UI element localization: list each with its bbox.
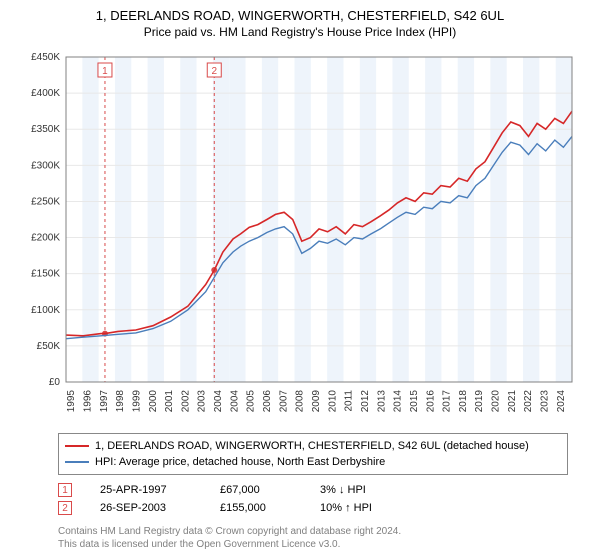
marker-pct-1: 3% ↓ HPI	[320, 484, 440, 496]
svg-text:2007: 2007	[278, 390, 289, 413]
svg-text:2019: 2019	[474, 390, 485, 413]
marker-price-2: £155,000	[220, 502, 320, 514]
svg-text:£0: £0	[49, 377, 61, 388]
marker-box-1: 1	[58, 483, 72, 497]
plot-area: £0 £50K £100K £150K £200K £250K £300K £350K £400…	[20, 47, 580, 427]
legend: 1, DEERLANDS ROAD, WINGERWORTH, CHESTERF…	[58, 433, 568, 475]
svg-text:1996: 1996	[82, 390, 93, 413]
credits-line-2: This data is licensed under the Open Gov…	[58, 538, 590, 551]
svg-text:2000: 2000	[148, 390, 159, 413]
svg-text:2018: 2018	[458, 390, 469, 413]
svg-text:2022: 2022	[523, 390, 534, 413]
credits: Contains HM Land Registry data © Crown c…	[58, 525, 590, 551]
svg-text:2005: 2005	[246, 390, 257, 413]
legend-label-2: HPI: Average price, detached house, Nort…	[95, 456, 385, 468]
marker-table: 1 25-APR-1997 £67,000 3% ↓ HPI 2 26-SEP-…	[58, 481, 590, 517]
legend-label-1: 1, DEERLANDS ROAD, WINGERWORTH, CHESTERF…	[95, 440, 529, 452]
svg-text:£100K: £100K	[31, 305, 60, 316]
svg-text:2021: 2021	[507, 390, 518, 413]
svg-text:2006: 2006	[262, 390, 273, 413]
svg-text:£400K: £400K	[31, 88, 60, 99]
svg-text:2004: 2004	[213, 390, 224, 413]
svg-text:2003: 2003	[197, 390, 208, 413]
svg-text:£150K: £150K	[31, 269, 60, 280]
svg-text:1999: 1999	[131, 390, 142, 413]
legend-row-2: HPI: Average price, detached house, Nort…	[65, 454, 561, 470]
svg-text:2024: 2024	[556, 390, 567, 413]
svg-text:£200K: £200K	[31, 233, 60, 244]
chart-subtitle: Price paid vs. HM Land Registry's House …	[10, 25, 590, 39]
marker-pct-2: 10% ↑ HPI	[320, 502, 440, 514]
svg-text:2016: 2016	[425, 390, 436, 413]
svg-text:1997: 1997	[99, 390, 110, 413]
marker-num-1: 1	[62, 485, 68, 496]
svg-text:2010: 2010	[327, 390, 338, 413]
svg-text:£250K: £250K	[31, 196, 60, 207]
marker-num-2: 2	[62, 503, 68, 514]
svg-text:2: 2	[211, 66, 217, 77]
marker-date-2: 26-SEP-2003	[100, 502, 220, 514]
svg-text:1998: 1998	[115, 390, 126, 413]
svg-text:2011: 2011	[344, 390, 355, 412]
svg-text:2008: 2008	[295, 390, 306, 413]
marker-row-2: 2 26-SEP-2003 £155,000 10% ↑ HPI	[58, 499, 590, 517]
svg-text:2013: 2013	[376, 390, 387, 413]
svg-text:2012: 2012	[360, 390, 371, 413]
svg-text:2004: 2004	[229, 390, 240, 413]
legend-row-1: 1, DEERLANDS ROAD, WINGERWORTH, CHESTERF…	[65, 438, 561, 454]
svg-text:£300K: £300K	[31, 160, 60, 171]
svg-text:2009: 2009	[311, 390, 322, 413]
svg-text:2001: 2001	[164, 390, 175, 413]
marker-date-1: 25-APR-1997	[100, 484, 220, 496]
marker-price-1: £67,000	[220, 484, 320, 496]
svg-text:£50K: £50K	[37, 341, 61, 352]
credits-line-1: Contains HM Land Registry data © Crown c…	[58, 525, 590, 538]
chart-container: 1, DEERLANDS ROAD, WINGERWORTH, CHESTERF…	[0, 0, 600, 560]
marker-row-1: 1 25-APR-1997 £67,000 3% ↓ HPI	[58, 481, 590, 499]
chart-title: 1, DEERLANDS ROAD, WINGERWORTH, CHESTERF…	[10, 8, 590, 23]
svg-text:1: 1	[102, 66, 108, 77]
marker-box-2: 2	[58, 501, 72, 515]
svg-text:2020: 2020	[491, 390, 502, 413]
svg-text:2017: 2017	[442, 390, 453, 413]
svg-text:1995: 1995	[66, 390, 77, 413]
svg-text:£450K: £450K	[31, 52, 60, 63]
svg-text:2015: 2015	[409, 390, 420, 413]
svg-text:£350K: £350K	[31, 124, 60, 135]
legend-swatch-1	[65, 445, 89, 447]
svg-text:2023: 2023	[540, 390, 551, 413]
line-chart-svg: £0 £50K £100K £150K £200K £250K £300K £350K £400…	[20, 47, 580, 427]
legend-swatch-2	[65, 461, 89, 463]
svg-text:2014: 2014	[393, 390, 404, 413]
svg-text:2002: 2002	[180, 390, 191, 413]
